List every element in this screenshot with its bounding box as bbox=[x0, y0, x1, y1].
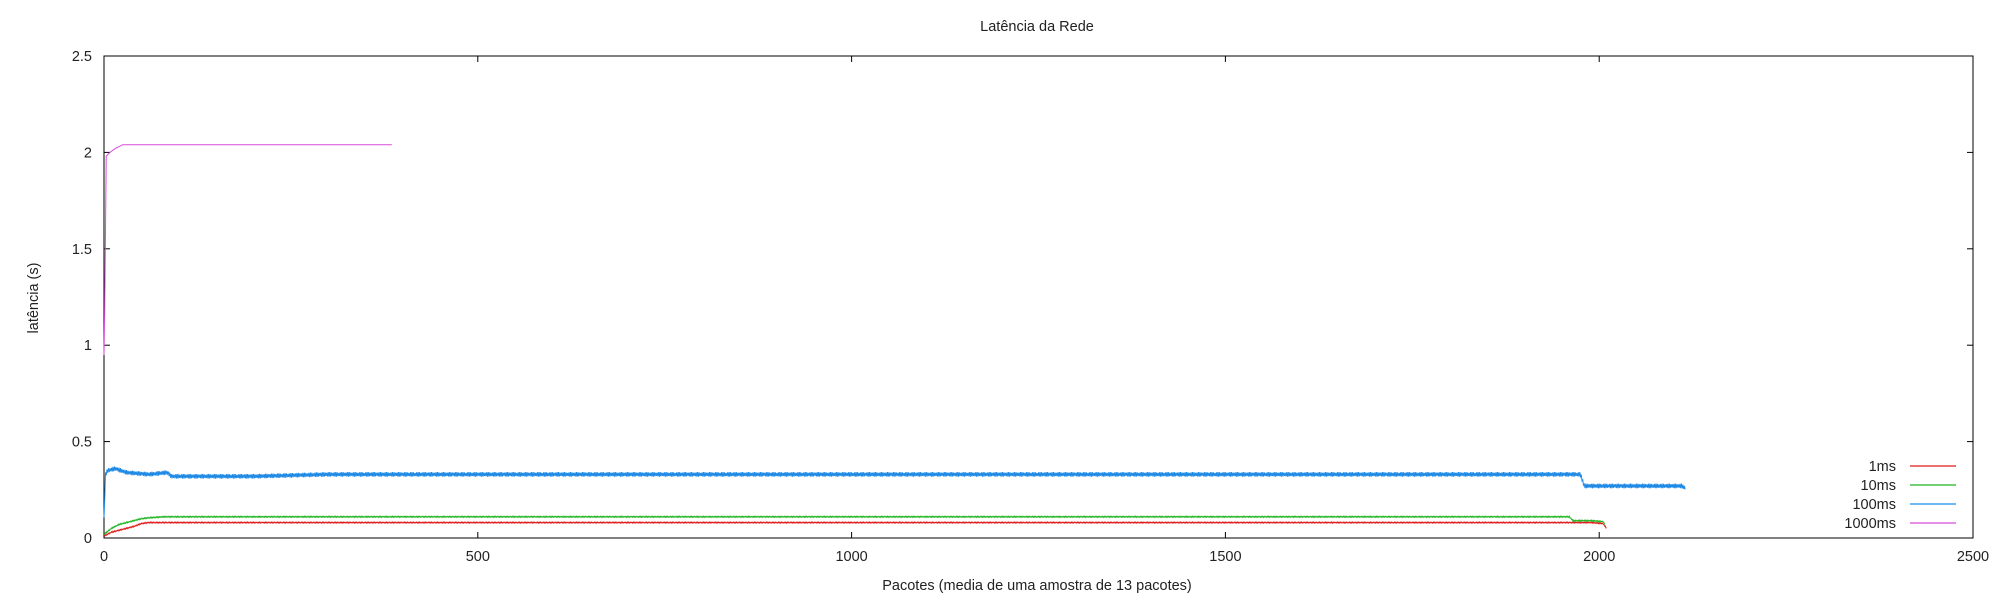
x-tick-label: 0 bbox=[100, 549, 108, 565]
y-tick-label: 2.5 bbox=[72, 49, 92, 65]
legend-label: 1000ms bbox=[1844, 516, 1896, 532]
series-line-100ms bbox=[103, 466, 1686, 518]
series-line-1000ms bbox=[103, 144, 392, 355]
x-tick-label: 2000 bbox=[1583, 549, 1615, 565]
y-axis-label: latência (s) bbox=[26, 263, 42, 334]
x-tick-label: 1500 bbox=[1209, 549, 1241, 565]
series-lines bbox=[103, 144, 1686, 537]
series-line-10ms bbox=[103, 515, 1606, 535]
y-tick-label: 0 bbox=[84, 531, 92, 547]
axes: 0 500 1000 1500 2000 2500 0 0.5 1 1.5 2 2.5 bbox=[72, 49, 1989, 565]
legend: 1ms 10ms 100ms 1000ms bbox=[1844, 459, 1956, 532]
y-tick-label: 0.5 bbox=[72, 435, 92, 451]
y-tick-label: 1.5 bbox=[72, 242, 92, 258]
legend-label: 100ms bbox=[1852, 497, 1896, 513]
plot-frame bbox=[103, 55, 1974, 539]
chart-title: Latência da Rede bbox=[980, 19, 1094, 35]
legend-label: 1ms bbox=[1869, 459, 1896, 475]
x-tick-label: 500 bbox=[466, 549, 490, 565]
y-tick-label: 1 bbox=[84, 338, 92, 354]
x-tick-label: 2500 bbox=[1957, 549, 1989, 565]
x-tick-label: 1000 bbox=[835, 549, 867, 565]
x-axis-label: Pacotes (media de uma amostra de 13 paco… bbox=[882, 578, 1192, 594]
series-line-1ms bbox=[103, 521, 1607, 537]
y-tick-label: 2 bbox=[84, 145, 92, 161]
legend-label: 10ms bbox=[1861, 478, 1896, 494]
